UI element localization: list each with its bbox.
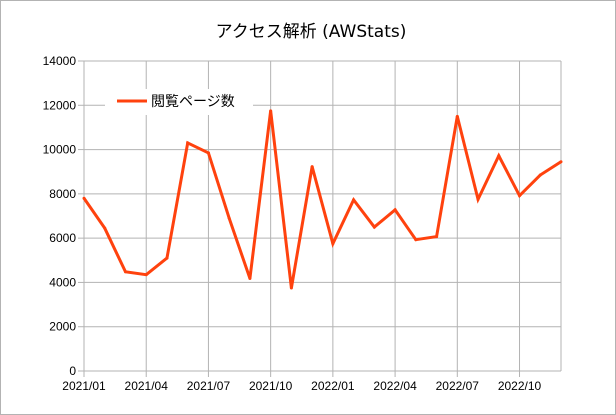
data-point	[269, 109, 273, 113]
y-tick-label: 8000	[49, 187, 76, 201]
y-tick-label: 14000	[43, 54, 77, 68]
data-point	[227, 216, 231, 220]
y-tick-label: 2000	[49, 320, 76, 334]
data-point	[331, 242, 335, 246]
series-layer	[82, 109, 563, 290]
x-axis-ticks: 2021/01 2021/04 2021/07 2021/10 2022/01 2022/…	[62, 371, 542, 393]
data-point	[414, 238, 418, 242]
data-point	[352, 198, 356, 202]
data-point	[206, 151, 210, 155]
data-point	[559, 160, 563, 164]
y-axis-ticks: 0 2000 4000 6000 8000 10000 12000 14000	[43, 54, 84, 378]
y-tick-label: 6000	[49, 231, 76, 245]
x-tick-label: 2021/07	[187, 379, 231, 393]
data-point	[476, 197, 480, 201]
legend: 閲覧ページ数	[105, 89, 253, 115]
legend-label: 閲覧ページ数	[151, 93, 235, 110]
x-tick-label: 2021/10	[249, 379, 293, 393]
data-point	[497, 154, 501, 158]
y-tick-label: 12000	[43, 98, 77, 112]
series-line	[82, 110, 562, 289]
data-point	[165, 256, 169, 260]
data-point	[289, 286, 293, 290]
chart-title: アクセス解析 (AWStats)	[216, 22, 407, 42]
data-point	[393, 208, 397, 212]
y-tick-label: 4000	[49, 275, 76, 289]
data-point	[123, 270, 127, 274]
data-point	[103, 226, 107, 230]
data-point	[538, 173, 542, 177]
data-point	[435, 235, 439, 239]
x-tick-label: 2022/04	[373, 379, 417, 393]
data-point	[455, 114, 459, 118]
data-point	[144, 273, 148, 277]
x-tick-label: 2021/04	[125, 379, 169, 393]
data-point	[372, 225, 376, 229]
data-point	[186, 141, 190, 145]
y-tick-label: 10000	[43, 143, 77, 157]
data-point	[248, 276, 252, 280]
x-tick-label: 2022/07	[436, 379, 480, 393]
data-point	[518, 194, 522, 198]
x-tick-label: 2022/10	[498, 379, 542, 393]
data-point	[310, 165, 314, 169]
x-tick-label: 2021/01	[62, 379, 106, 393]
x-tick-label: 2022/01	[311, 379, 355, 393]
data-point	[82, 196, 86, 200]
y-tick-label: 0	[69, 364, 76, 378]
